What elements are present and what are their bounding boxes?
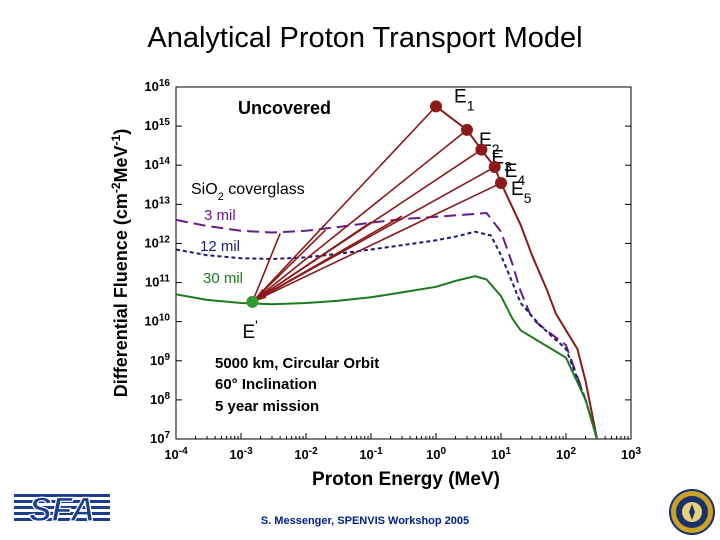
annotation-orbit-line-1: 5000 km, Circular Orbit — [215, 355, 379, 372]
energy-marker-3 — [488, 161, 501, 174]
annotation-30-mil: 30 mil — [203, 270, 243, 287]
y-axis-ticks: 107 108 109 1010 1011 1012 1013 1014 1015 1016 — [144, 78, 631, 447]
transport-ray-4 — [252, 182, 502, 303]
plot-frame — [175, 86, 632, 440]
navy-seal-icon — [669, 489, 715, 535]
transport-ray-1 — [251, 129, 468, 303]
transport-ray-0 — [251, 105, 437, 303]
series-line-3-mil — [176, 211, 598, 439]
x-axis-label: Proton Energy (MeV) — [312, 469, 500, 490]
y-tick-label-3: 1010 — [144, 312, 170, 329]
energy-marker-5 — [246, 295, 259, 308]
energy-marker-1 — [461, 123, 474, 136]
y-tick-label-0: 107 — [150, 430, 170, 447]
series-line-uncovered — [435, 105, 598, 439]
y-tick-label-4: 1011 — [145, 273, 170, 290]
energy-marker-4 — [495, 177, 507, 190]
energy-marker-label-4: E5 — [511, 179, 532, 206]
annotation-12-mil: 12 mil — [200, 238, 240, 255]
x-tick-label-5: 101 — [491, 446, 511, 463]
y-tick-label-1: 108 — [150, 390, 170, 407]
annotation-orbit-line-3: 5 year mission — [215, 398, 319, 415]
annotation-coverglass: SiO2 coverglass — [191, 181, 305, 203]
annotation-orbit-line-2: 60° Inclination — [215, 376, 317, 393]
series-line-12-mil — [176, 230, 598, 439]
footer-credit: S. Messenger, SPENVIS Workshop 2005 — [260, 515, 470, 527]
x-tick-label-6: 102 — [556, 446, 576, 463]
y-axis-label: Differential Fluence (cm-2MeV-1) — [109, 129, 131, 397]
transport-ray-8 — [251, 233, 281, 303]
sfa-logo: SFA — [14, 490, 110, 526]
x-tick-label-7: 103 — [621, 446, 641, 463]
y-tick-label-8: 1015 — [144, 117, 170, 134]
energy-marker-label-5: E' — [242, 317, 257, 343]
y-tick-label-6: 1013 — [144, 195, 170, 212]
transport-ray-6 — [251, 221, 372, 303]
sfa-logo-text: SFA — [29, 491, 95, 526]
energy-marker-0 — [430, 100, 442, 113]
y-tick-label-5: 1012 — [144, 234, 170, 251]
x-tick-label-0: 10-4 — [164, 446, 188, 463]
x-axis-ticks: 10-4 10-3 10-2 10-1 100 101 102 103 — [164, 433, 641, 462]
ray-layer — [251, 105, 502, 303]
energy-marker-label-3: E4 — [505, 161, 526, 188]
energy-marker-2 — [475, 143, 488, 156]
annotation-3-mil: 3 mil — [204, 207, 236, 224]
x-tick-label-4: 100 — [426, 446, 446, 463]
annotation-uncovered: Uncovered — [238, 98, 331, 118]
y-tick-label-9: 1016 — [144, 78, 170, 95]
sfa-logo-stripes — [14, 494, 110, 521]
slide-title: Analytical Proton Transport Model — [147, 22, 583, 54]
energy-marker-label-0: E1 — [454, 86, 475, 113]
x-tick-label-2: 10-2 — [294, 446, 318, 463]
y-tick-label-7: 1014 — [144, 156, 170, 173]
x-tick-label-1: 10-3 — [229, 446, 253, 463]
transport-ray-5 — [252, 215, 403, 303]
y-tick-label-2: 109 — [150, 351, 170, 368]
series-line-30-mil — [176, 275, 598, 439]
x-tick-label-3: 10-1 — [359, 446, 383, 463]
transport-ray-7 — [251, 229, 327, 303]
